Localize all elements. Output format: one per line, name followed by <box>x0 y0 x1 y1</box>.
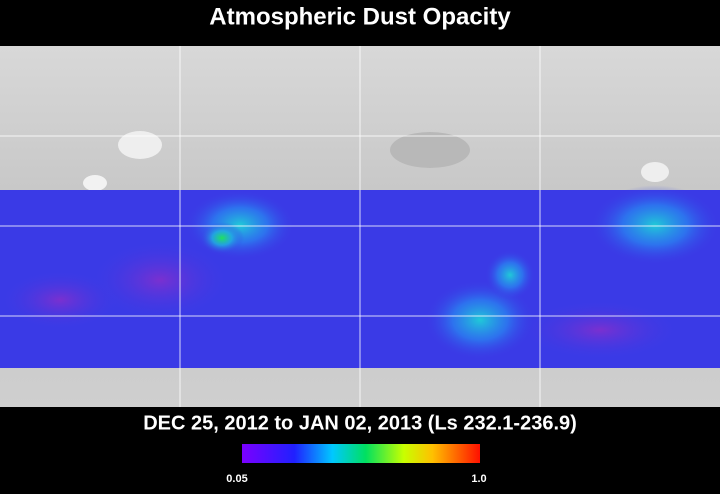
dust-patch <box>520 300 680 360</box>
title: Atmospheric Dust Opacity <box>209 3 511 30</box>
volcano <box>641 162 669 182</box>
map <box>0 46 720 407</box>
colorbar-min: 0.05 <box>226 473 247 485</box>
dust-patch <box>425 280 535 360</box>
volcano <box>83 175 107 191</box>
graticule <box>0 46 720 407</box>
dust-patch <box>590 185 720 265</box>
dust-patch <box>200 222 244 254</box>
date-range: DEC 25, 2012 to JAN 02, 2013 (Ls 232.1-2… <box>143 412 577 434</box>
dust-patch <box>0 270 120 330</box>
volcano <box>118 131 162 159</box>
dust-patch <box>485 250 535 300</box>
colorbar-max: 1.0 <box>471 473 486 485</box>
colorbar <box>242 444 480 463</box>
dust-patch <box>90 240 230 320</box>
crater-region <box>390 132 470 168</box>
dust-patch <box>185 190 295 260</box>
